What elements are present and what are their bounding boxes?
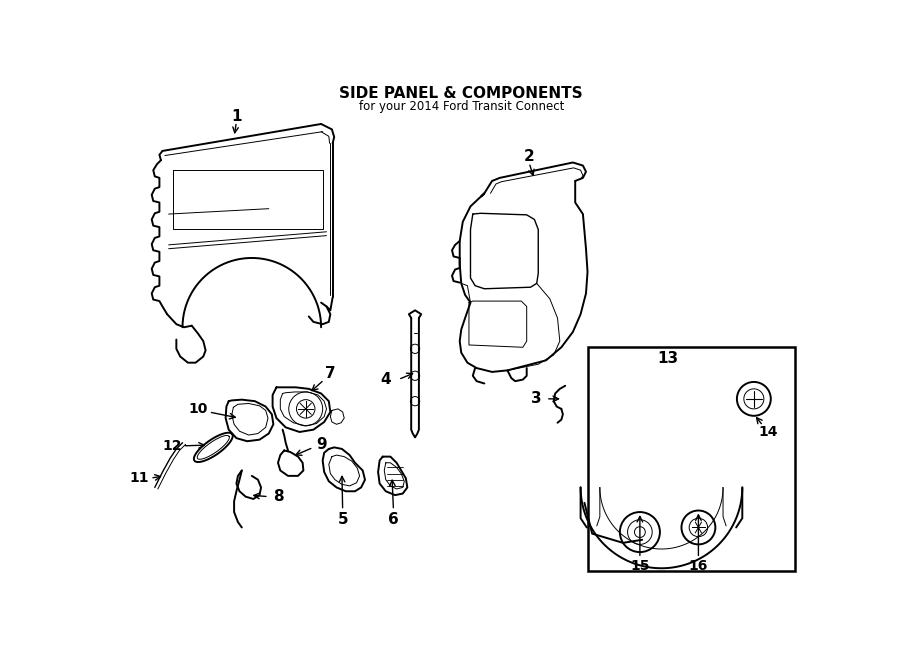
Text: 13: 13	[657, 350, 679, 366]
Text: SIDE PANEL & COMPONENTS: SIDE PANEL & COMPONENTS	[339, 86, 583, 100]
Text: 7: 7	[325, 366, 336, 381]
Bar	[589, 347, 795, 570]
Text: 3: 3	[531, 391, 542, 407]
Text: 9: 9	[316, 437, 327, 452]
Text: for your 2014 Ford Transit Connect: for your 2014 Ford Transit Connect	[358, 100, 564, 113]
Text: 2: 2	[524, 149, 535, 164]
Text: 4: 4	[381, 372, 392, 387]
Text: 8: 8	[273, 489, 284, 504]
Text: 5: 5	[338, 512, 348, 527]
Text: 12: 12	[162, 439, 182, 453]
Text: 16: 16	[688, 559, 708, 573]
Text: 15: 15	[630, 559, 650, 573]
Text: 10: 10	[188, 402, 208, 416]
Text: 6: 6	[388, 512, 399, 527]
Text: 14: 14	[758, 425, 778, 439]
Text: 1: 1	[231, 109, 242, 124]
Text: 11: 11	[130, 471, 149, 485]
